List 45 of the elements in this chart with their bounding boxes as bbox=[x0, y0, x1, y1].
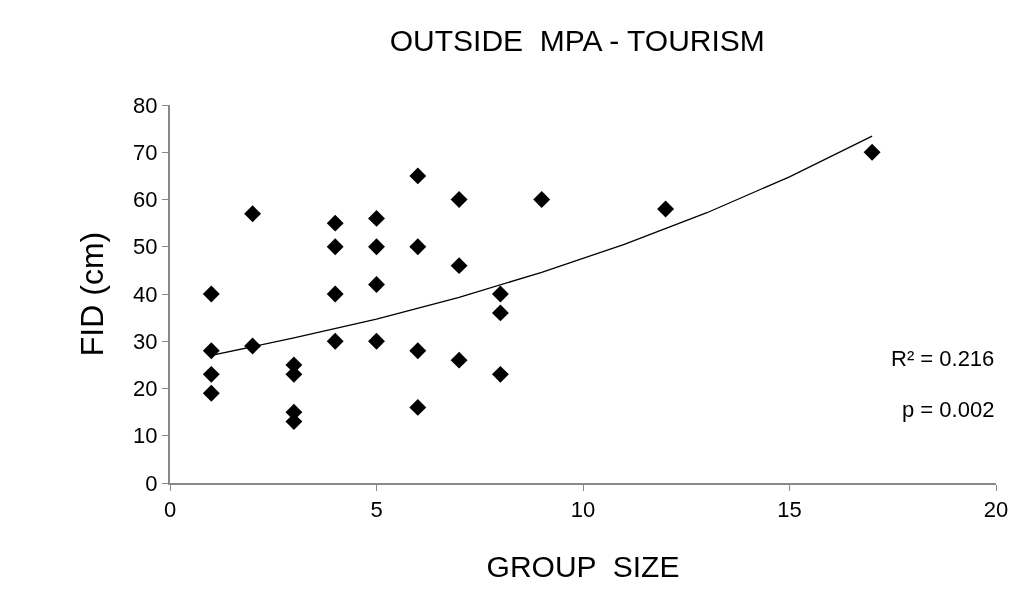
y-tick-label: 0 bbox=[145, 470, 158, 496]
point bbox=[409, 238, 427, 256]
point bbox=[326, 214, 344, 232]
point bbox=[202, 342, 220, 360]
point bbox=[202, 384, 220, 402]
point bbox=[202, 285, 220, 303]
point bbox=[368, 238, 385, 256]
y-tick-label: 70 bbox=[133, 139, 158, 165]
point bbox=[368, 332, 385, 350]
annotation: p = 0.002 bbox=[902, 397, 995, 422]
point bbox=[326, 285, 344, 303]
y-axis-title: FID (cm) bbox=[73, 231, 110, 357]
y-tick-label: 20 bbox=[133, 376, 158, 402]
point bbox=[533, 191, 551, 208]
x-tick-label: 15 bbox=[777, 497, 802, 523]
point bbox=[450, 257, 468, 275]
point bbox=[326, 332, 344, 350]
x-tick-label: 20 bbox=[983, 497, 1009, 523]
point bbox=[491, 285, 509, 303]
point bbox=[491, 365, 509, 383]
point bbox=[202, 365, 220, 383]
annotation: R² = 0.216 bbox=[891, 346, 995, 371]
point bbox=[244, 205, 262, 223]
y-tick-label: 50 bbox=[133, 234, 158, 260]
point bbox=[657, 200, 675, 218]
y-tick-label: 30 bbox=[133, 328, 158, 354]
point bbox=[409, 398, 427, 416]
y-tick-label: 80 bbox=[133, 92, 158, 118]
point bbox=[491, 304, 509, 322]
point bbox=[368, 276, 385, 293]
x-axis-title: GROUP SIZE bbox=[486, 550, 680, 584]
y-tick-label: 60 bbox=[133, 187, 158, 213]
point bbox=[450, 191, 468, 208]
point bbox=[326, 238, 344, 256]
point bbox=[409, 167, 427, 185]
chart-title: OUTSIDE MPA - TOURISM bbox=[389, 24, 765, 58]
x-tick-label: 5 bbox=[370, 497, 383, 523]
x-tick-label: 0 bbox=[163, 497, 177, 523]
x-tick-label: 10 bbox=[570, 497, 596, 523]
point bbox=[450, 351, 468, 369]
point bbox=[863, 143, 881, 161]
y-tick-label: 10 bbox=[133, 423, 158, 449]
point bbox=[409, 342, 427, 360]
y-tick-label: 40 bbox=[133, 281, 158, 307]
point bbox=[368, 209, 385, 227]
